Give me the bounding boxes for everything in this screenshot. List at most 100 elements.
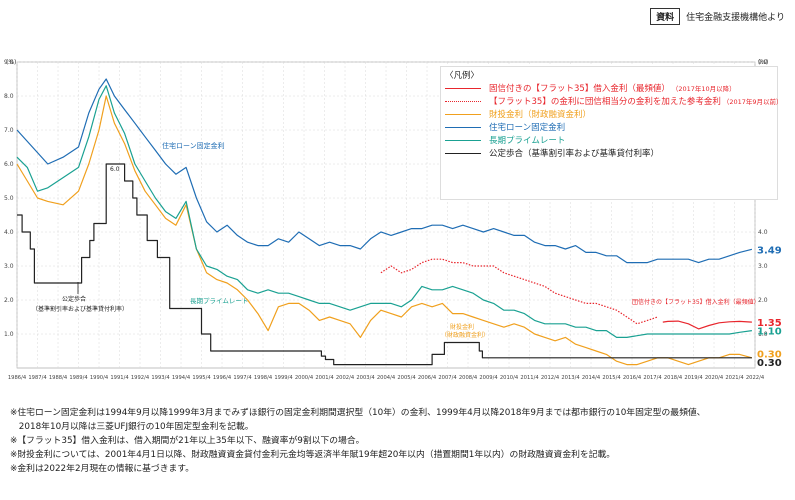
source-text: 住宅金融支援機構他より bbox=[686, 13, 785, 23]
legend-sub-flat35: （2017年10月以降） bbox=[671, 85, 736, 93]
x-tick-label: 2010/4 bbox=[500, 375, 519, 381]
x-tick-label: 2011/4 bbox=[520, 375, 539, 381]
series-line-2 bbox=[16, 85, 752, 338]
annotation-flat: 団信付きの【フラット35】借入金利（最頻値） bbox=[632, 298, 760, 306]
x-tick-label: 2022/4 bbox=[746, 375, 765, 381]
y-tick-label: 2.0 bbox=[4, 297, 14, 304]
x-tick-label: 1988/4 bbox=[49, 375, 68, 381]
x-tick-label: 1991/4 bbox=[110, 375, 129, 381]
legend: 〈凡例〉 固信付きの【フラット35】借入金利（最頻値） （2017年10月以降）… bbox=[440, 66, 783, 200]
end-label-1: 1.35 bbox=[757, 318, 782, 329]
x-tick-label: 1986/4 bbox=[8, 375, 27, 381]
footnote-3: ※財投金利については、2001年4月1日以降、財政融資資金貸付金利元金均等返済半… bbox=[10, 450, 616, 460]
x-tick-label: 2006/4 bbox=[418, 375, 437, 381]
x-tick-label: 2015/4 bbox=[602, 375, 621, 381]
footnote-2: ※【フラット35】借入金利は、借入期間が21年以上35年以下、融資率が9割以下の… bbox=[10, 436, 365, 446]
y-tick-label: 6.0 bbox=[4, 161, 14, 168]
x-tick-label: 2021/4 bbox=[725, 375, 744, 381]
legend-item-koutei: 公定歩合（基準割引率および基準貸付利率） bbox=[445, 146, 659, 160]
footnote-1: ※住宅ローン固定金利は1994年9月以降1999年3月までみずほ銀行の固定金利期… bbox=[10, 408, 706, 418]
x-tick-label: 1989/4 bbox=[69, 375, 88, 381]
annotation-peak: 6.0 bbox=[110, 166, 120, 173]
legend-swatch-flat35 bbox=[445, 87, 481, 89]
y-tick-label: 5.0 bbox=[4, 195, 14, 202]
y-tick-label-right: 4.0 bbox=[758, 229, 768, 236]
x-tick-label: 1992/4 bbox=[131, 375, 150, 381]
y-unit-label-right: (%) bbox=[758, 59, 768, 66]
x-tick-label: 1994/4 bbox=[172, 375, 191, 381]
legend-sub-reference: （2017年9月以前） bbox=[722, 98, 783, 106]
x-tick-label: 2013/4 bbox=[561, 375, 580, 381]
y-tick-label-right: 9.0 bbox=[758, 59, 768, 66]
series-lines bbox=[16, 78, 753, 366]
x-tick-label: 2016/4 bbox=[623, 375, 642, 381]
footnote-1-cont: 2018年10月以降は三菱UFJ銀行の10年固定型金利を記載。 bbox=[10, 422, 254, 432]
y-tick-label: 3.0 bbox=[4, 263, 14, 270]
legend-label-prime: 長期プライムレート bbox=[489, 136, 566, 146]
x-tick-label: 2003/4 bbox=[356, 375, 375, 381]
legend-label-zaito: 財投金利（財政融資金利） bbox=[489, 110, 592, 120]
x-tick-label: 1999/4 bbox=[274, 375, 293, 381]
y-tick-label-right: 1.0 bbox=[758, 331, 768, 338]
x-tick-label: 1996/4 bbox=[213, 375, 232, 381]
legend-title: 〈凡例〉 bbox=[445, 71, 480, 81]
legend-swatch-prime bbox=[445, 139, 481, 141]
end-label-3: 0.30 bbox=[757, 350, 782, 361]
y-tick-label: 4.0 bbox=[4, 229, 14, 236]
footnote-4: ※金利は2022年2月現在の情報に基づきます。 bbox=[10, 464, 195, 474]
legend-item-prime: 長期プライムレート bbox=[445, 133, 565, 147]
legend-swatch-koutei bbox=[445, 152, 481, 154]
legend-swatch-reference bbox=[445, 100, 481, 102]
series-line-5 bbox=[380, 258, 658, 325]
x-tick-label: 2001/4 bbox=[315, 375, 334, 381]
y-tick-label: 7.0 bbox=[4, 127, 14, 134]
annotation-koutei-1: 公定歩合 bbox=[62, 295, 86, 303]
y-tick-label-right: 2.0 bbox=[758, 297, 768, 304]
y-tick-label: 8.0 bbox=[4, 93, 14, 100]
interest-rate-chart: (%) (%) 1.01.02.02.03.03.04.04.05.05.06.… bbox=[4, 59, 782, 381]
x-tick-label: 2012/4 bbox=[541, 375, 560, 381]
x-tick-label: 2004/4 bbox=[377, 375, 396, 381]
x-tick-label: 2007/4 bbox=[438, 375, 457, 381]
y-unit-label: (%) bbox=[6, 59, 16, 66]
source-attribution: 資料 住宅金融支援機構他より bbox=[650, 8, 785, 25]
x-tick-label: 1995/4 bbox=[192, 375, 211, 381]
y-tick-label-right: 3.0 bbox=[758, 263, 768, 270]
end-label-2: 1.10 bbox=[757, 327, 782, 338]
legend-item-reference: 【フラット35】の金利に団信相当分の金利を加えた参考金利 （2017年9月以前） bbox=[445, 94, 783, 108]
annotation-zaito-2: （財政融資金利） bbox=[441, 331, 489, 339]
annotation-prime: 長期プライムレート bbox=[190, 297, 248, 305]
x-tick-label: 2019/4 bbox=[684, 375, 703, 381]
legend-label-jutaku: 住宅ローン固定金利 bbox=[489, 123, 566, 133]
y-tick-label: 1.0 bbox=[4, 331, 14, 338]
x-tick-label: 2005/4 bbox=[397, 375, 416, 381]
x-tick-label: 1993/4 bbox=[151, 375, 170, 381]
end-label-4: 0.30 bbox=[757, 358, 782, 369]
x-tick-label: 1998/4 bbox=[254, 375, 273, 381]
y-tick-label: 9.0 bbox=[4, 59, 14, 66]
end-labels: 3.49 1.351.10 0.300.30 bbox=[757, 245, 782, 369]
annotation-zaito-1: 財投金利 bbox=[450, 323, 474, 331]
legend-label-koutei: 公定歩合（基準割引率および基準貸付利率） bbox=[489, 149, 660, 159]
x-axis: 1986/4 1987/4 1988/4 1989/4 1990/4 1991/4 1992… bbox=[8, 375, 765, 381]
series-line-1 bbox=[16, 95, 753, 366]
end-label-0: 3.49 bbox=[757, 245, 782, 256]
x-tick-label: 2014/4 bbox=[582, 375, 601, 381]
legend-label-reference: 【フラット35】の金利に団信相当分の金利を加えた参考金利 bbox=[489, 97, 721, 107]
x-tick-label: 2018/4 bbox=[664, 375, 683, 381]
x-tick-label: 2020/4 bbox=[705, 375, 724, 381]
legend-item-zaito: 財投金利（財政融資金利） bbox=[445, 107, 591, 121]
annotation-koutei-2: （基準割引率および基準貸付利率） bbox=[32, 305, 128, 313]
footnotes: ※住宅ローン固定金利は1994年9月以降1999年3月までみずほ銀行の固定金利期… bbox=[10, 406, 790, 476]
source-tag: 資料 bbox=[650, 8, 681, 25]
x-tick-label: 2008/4 bbox=[459, 375, 478, 381]
series-line-3 bbox=[17, 163, 752, 366]
annotation-jutaku: 住宅ローン固定金利 bbox=[162, 141, 225, 150]
legend-swatch-zaito bbox=[445, 113, 481, 115]
legend-item-flat35: 固信付きの【フラット35】借入金利（最頻値） （2017年10月以降） bbox=[445, 81, 736, 95]
series-line-0 bbox=[16, 78, 753, 264]
legend-item-jutaku: 住宅ローン固定金利 bbox=[445, 120, 565, 134]
x-tick-label: 1987/4 bbox=[28, 375, 47, 381]
x-tick-label: 2017/4 bbox=[643, 375, 662, 381]
x-tick-label: 2009/4 bbox=[479, 375, 498, 381]
